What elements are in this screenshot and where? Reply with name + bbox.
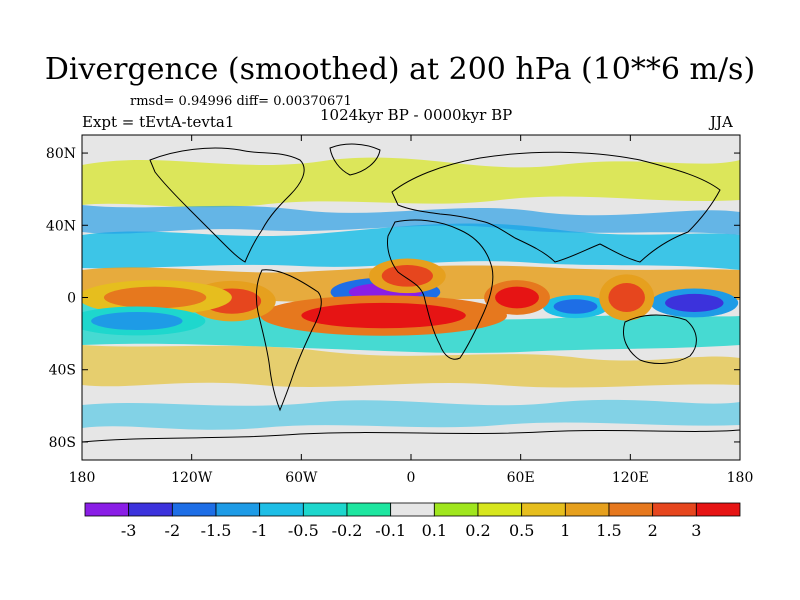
x-tick-label: 60E (507, 470, 535, 486)
colorbar-label: -1 (252, 521, 268, 540)
colorbar-swatch (259, 502, 304, 517)
y-tick-label: 80N (46, 146, 76, 162)
map-axes: 180 120W 60W 0 60E 120E 180 80N 40N 0 40S 80S (46, 135, 753, 486)
coastlines (82, 143, 740, 443)
divergence-east-africa (495, 286, 539, 309)
colorbar-swatch (564, 502, 610, 517)
colorbar-label: -1.5 (201, 521, 232, 540)
colorbar-swatch (608, 502, 654, 517)
colorbar-swatch (521, 502, 566, 517)
x-tick-label: 60W (285, 470, 318, 486)
colorbar-label: -0.2 (332, 521, 363, 540)
colorbar-swatch (390, 502, 435, 517)
experiment-label: Expt = tEvtA-tevta1 (82, 113, 235, 131)
season-label: JJA (710, 113, 733, 131)
colorbar-swatch (84, 502, 130, 517)
colorbar-swatch (171, 502, 217, 517)
colorbar-swatch (652, 502, 697, 517)
south-america-coastline (255, 269, 322, 412)
y-tick-label: 40S (49, 363, 76, 379)
colorbar-label: 3 (691, 521, 701, 540)
convergence-south-pacific (91, 311, 183, 330)
australia-coastline (623, 314, 697, 364)
divergence-sahel (381, 265, 433, 287)
x-tick-label: 0 (407, 470, 416, 486)
colorbar-label: 1 (560, 521, 570, 540)
anomaly-features (82, 258, 739, 336)
y-tick-label: 80S (49, 435, 76, 451)
colorbar-label: -0.1 (375, 521, 406, 540)
colorbar-swatch (346, 502, 392, 517)
north-america-coastline (149, 147, 305, 263)
greenland-coastline (329, 143, 381, 176)
y-tick-label: 40N (46, 218, 76, 234)
divergence-central-pacific (103, 286, 207, 309)
convergence-indian-ocean (553, 299, 598, 314)
rmsd-diff-stats: rmsd= 0.94996 diff= 0.00370671 (130, 94, 352, 109)
colorbar-swatch (215, 502, 261, 517)
convergence-west-pacific (665, 293, 724, 312)
time-period-label: 1024kyr BP - 0000kyr BP (320, 106, 513, 124)
colorbar: -3 -2 -1.5 -1 -0.5 -0.2 -0.1 0.1 0.2 0.5 1 1.5 2 3 (84, 502, 741, 540)
colorbar-swatch (433, 502, 479, 517)
divergence-gulf-guinea (301, 302, 466, 329)
y-tick-label: 0 (67, 291, 76, 307)
colorbar-swatch (128, 502, 173, 517)
x-tick-label: 120W (171, 470, 213, 486)
colorbar-label: 0.1 (422, 521, 447, 540)
eurasia-coastline (391, 151, 721, 263)
colorbar-label: -3 (121, 521, 137, 540)
plot-title: Divergence (smoothed) at 200 hPa (10**6 … (44, 52, 756, 87)
x-tick-label: 180 (69, 470, 96, 486)
africa-coastline (387, 219, 494, 360)
colorbar-label: -0.5 (288, 521, 319, 540)
colorbar-swatch (302, 502, 348, 517)
colorbar-label: 1.5 (596, 521, 621, 540)
x-tick-label: 180 (727, 470, 754, 486)
colorbar-label: -2 (165, 521, 181, 540)
colorbar-label: 0.5 (509, 521, 534, 540)
divergence-indonesia (608, 283, 645, 312)
colorbar-label: 0.2 (465, 521, 490, 540)
colorbar-label: 2 (648, 521, 658, 540)
antarctica-coastline (82, 429, 740, 443)
colorbar-swatch (477, 502, 523, 517)
x-tick-label: 120E (612, 470, 649, 486)
colorbar-swatch (695, 502, 741, 517)
